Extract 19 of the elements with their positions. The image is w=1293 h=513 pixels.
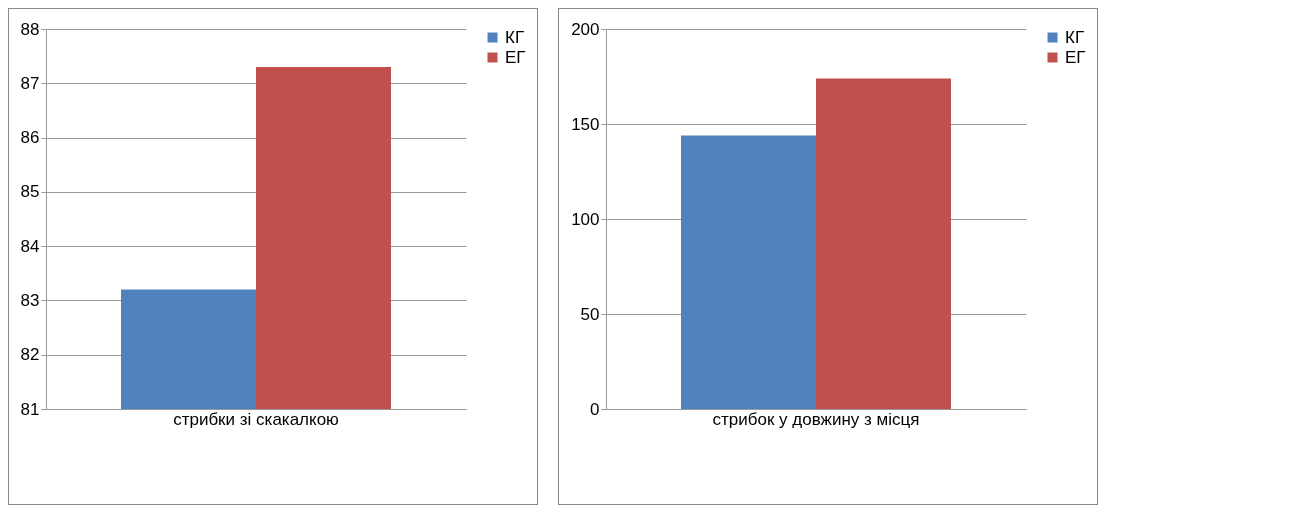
y-tick-label: 81	[20, 399, 40, 419]
y-tick-label: 85	[20, 182, 40, 202]
y-tick-label: 84	[20, 236, 40, 256]
legend-label: КГ	[1065, 27, 1085, 47]
y-tick-label: 83	[20, 290, 40, 310]
x-tick-label: стрибки зі скакалкою	[173, 409, 340, 429]
y-tick-label: 50	[580, 304, 600, 324]
y-tick-label: 200	[571, 19, 600, 39]
legend-label: ЕГ	[505, 47, 526, 67]
y-tick-label: 88	[20, 19, 40, 39]
y-tick-label: 100	[571, 209, 600, 229]
y-tick-label: 86	[20, 128, 40, 148]
y-tick-label: 150	[571, 114, 600, 134]
legend-label: КГ	[505, 27, 525, 47]
y-tick-label: 0	[590, 399, 600, 419]
x-tick-label: стрибок у довжину з місця	[712, 409, 920, 429]
y-tick-label: 82	[20, 345, 40, 365]
legend-label: ЕГ	[1065, 47, 1086, 67]
y-tick-label: 87	[20, 73, 40, 93]
